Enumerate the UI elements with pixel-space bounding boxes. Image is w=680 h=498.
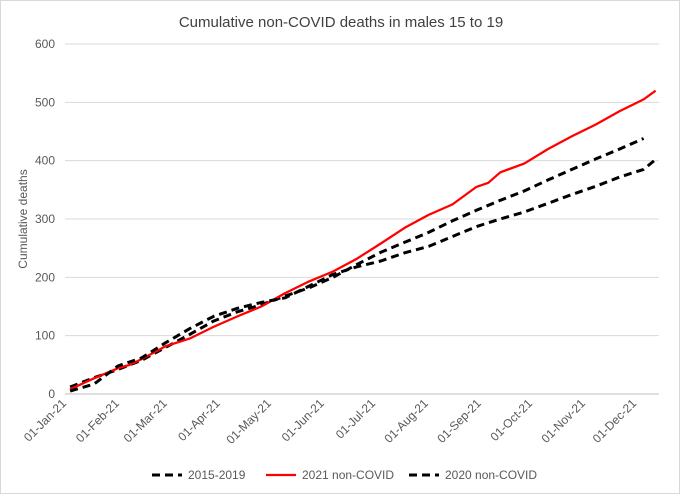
x-tick-label: 01-Jun-21 xyxy=(279,396,327,444)
y-tick-label: 0 xyxy=(48,387,55,401)
x-tick-label: 01-Nov-21 xyxy=(538,396,588,446)
x-tick-label: 01-Apr-21 xyxy=(175,396,223,444)
x-tick-label: 01-Jan-21 xyxy=(21,396,69,444)
chart-title: Cumulative non-COVID deaths in males 15 … xyxy=(179,14,503,31)
x-tick-label: 01-Feb-21 xyxy=(73,396,122,445)
x-tick-label: 01-Mar-21 xyxy=(121,396,170,445)
series-line-0 xyxy=(69,137,645,389)
x-tick-label: 01-May-21 xyxy=(223,396,274,447)
y-tick-label: 100 xyxy=(35,329,55,343)
y-tick-label: 300 xyxy=(35,212,55,226)
x-tick-label: 01-Aug-21 xyxy=(381,396,431,446)
x-tick-label: 01-Dec-21 xyxy=(590,396,640,446)
legend-label: 2020 non-COVID xyxy=(445,468,537,482)
legend-label: 2021 non-COVID xyxy=(302,468,394,482)
x-tick-label: 01-Jul-21 xyxy=(333,396,379,442)
y-axis: 0 100 200 300 400 500 600 xyxy=(35,37,55,401)
y-tick-label: 600 xyxy=(35,37,55,51)
series-lines xyxy=(69,89,657,393)
legend-label: 2015-2019 xyxy=(188,468,246,482)
y-axis-label: Cumulative deaths xyxy=(16,169,30,268)
y-tick-label: 400 xyxy=(35,154,55,168)
x-tick-label: 01-Oct-21 xyxy=(487,396,535,444)
series-line-2 xyxy=(69,158,657,393)
series-line-1 xyxy=(69,89,657,391)
y-tick-label: 500 xyxy=(35,95,55,109)
legend: 2015-2019 2021 non-COVID 2020 non-COVID xyxy=(152,468,537,482)
y-tick-label: 200 xyxy=(35,270,55,284)
gridlines xyxy=(65,43,659,395)
x-tick-label: 01-Sep-21 xyxy=(434,396,484,446)
